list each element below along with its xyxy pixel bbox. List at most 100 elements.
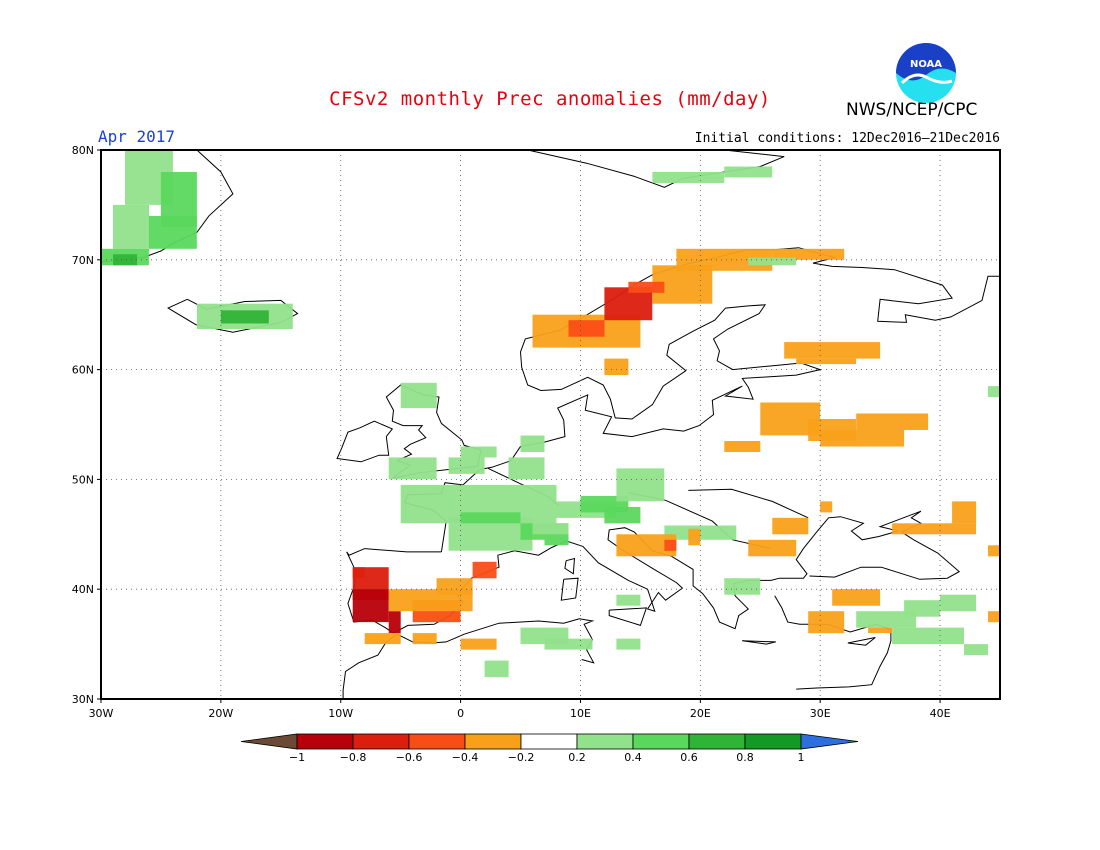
noaa-logo-icon: NOAA: [896, 43, 956, 103]
anomaly-cell: [868, 627, 893, 634]
anomaly-cell: [724, 578, 761, 595]
colorbar-segment: [576, 733, 634, 750]
anomaly-cell: [772, 517, 809, 535]
lon-tick-label: 20W: [208, 707, 233, 720]
anomaly-cell: [532, 523, 569, 535]
anomaly-cell: [892, 627, 964, 645]
anomaly-cell: [664, 525, 737, 540]
anomaly-cell: [904, 600, 941, 617]
colorbar-segment: [632, 733, 690, 750]
anomaly-cell: [472, 561, 497, 579]
anomaly-cell: [460, 512, 521, 524]
anomaly-cell: [616, 468, 665, 502]
colorbar-label: 0.6: [680, 751, 698, 764]
chart-title: CFSv2 monthly Prec anomalies (mm/day): [329, 88, 771, 110]
lat-tick-label: 60N: [72, 364, 94, 377]
anomaly-cell: [352, 589, 389, 623]
anomaly-cell: [628, 281, 665, 293]
colorbar-label: −0.4: [452, 751, 479, 764]
anomaly-cell: [484, 660, 509, 678]
anomaly-cell: [748, 257, 797, 266]
anomaly-cell: [508, 457, 545, 480]
lon-tick-label: 10E: [570, 707, 591, 720]
initial-conditions: Initial conditions: 12Dec2016–21Dec2016: [694, 131, 1000, 146]
anomaly-cell: [856, 611, 917, 628]
anomaly-cell: [808, 611, 845, 634]
colorbar-arrow-high: [800, 733, 859, 750]
anomaly-cell: [952, 501, 977, 524]
anomaly-cell: [604, 358, 629, 376]
lat-tick-label: 80N: [72, 144, 94, 157]
agency-label: NWS/NCEP/CPC: [846, 100, 978, 120]
anomaly-cell: [748, 539, 797, 557]
lon-tick-label: 30E: [810, 707, 831, 720]
anomaly-cell: [604, 506, 641, 524]
forecast-period: Apr 2017: [98, 127, 176, 146]
lat-tick-label: 70N: [72, 254, 94, 267]
svg-text:NOAA: NOAA: [910, 59, 942, 70]
anomaly-cell: [148, 215, 197, 249]
lon-tick-label: 20E: [690, 707, 711, 720]
colorbar-segment: [408, 733, 466, 750]
anomaly-cell: [892, 523, 976, 535]
anomaly-cell: [988, 386, 1000, 398]
anomaly-cell: [724, 441, 761, 452]
colorbar-segment: [352, 733, 410, 750]
anomaly-cell: [568, 320, 605, 337]
anomaly-cell: [436, 578, 473, 595]
anomaly-cell: [388, 611, 401, 634]
anomaly-cell: [568, 638, 593, 650]
colorbar-segment: [464, 733, 522, 750]
anomaly-cell: [964, 644, 988, 656]
colorbar-label: 0.2: [568, 751, 586, 764]
anomaly-cell: [412, 633, 437, 645]
lon-tick-label: 0: [457, 707, 464, 720]
colorbar: −1 −0.8 −0.6 −0.4 −0.2 0.2 0.4 0.6 0.8 1: [240, 733, 859, 764]
anomaly-cell: [652, 172, 725, 183]
anomaly-cell: [724, 166, 773, 178]
lat-tick-label: 40N: [72, 583, 94, 596]
colorbar-arrow-low: [240, 733, 298, 750]
map-frame: [100, 149, 1001, 700]
lon-tick-label: 30W: [89, 707, 114, 720]
anomaly-cell: [220, 310, 269, 324]
anomaly-cell: [113, 254, 137, 266]
anomaly-cell: [460, 638, 497, 650]
colorbar-label: −0.6: [396, 751, 423, 764]
colorbar-segment: [296, 733, 354, 750]
anomaly-cell: [664, 539, 677, 551]
anomaly-cell: [544, 638, 569, 650]
anomaly-cell: [688, 528, 701, 546]
axis-ticks: 30N 40N 50N 60N 70N 80N 30W 20W 10W 0 10E 20E 30E 40E: [72, 144, 951, 720]
anomaly-cell: [460, 446, 497, 458]
anomaly-cell: [400, 382, 437, 409]
colorbar-label: −0.8: [340, 751, 367, 764]
anomaly-cell: [616, 638, 641, 650]
anomaly-cell: [820, 430, 905, 447]
anomaly-cell: [616, 534, 677, 557]
anomaly-cells-layer: [101, 150, 1000, 678]
colorbar-label: −0.2: [508, 751, 535, 764]
colorbar-segment: [744, 733, 802, 750]
anomaly-cell: [772, 248, 845, 260]
colorbar-segment: [520, 733, 578, 750]
anomaly-cell: [856, 413, 929, 430]
anomaly-cell: [820, 501, 833, 513]
anomaly-cell: [364, 633, 401, 645]
colorbar-label: 0.4: [624, 751, 642, 764]
anomaly-cell: [388, 457, 437, 480]
colorbar-label: 0.8: [736, 751, 754, 764]
anomaly-cell: [988, 611, 1000, 623]
anomaly-cell: [113, 204, 149, 249]
anomaly-cell: [832, 589, 881, 606]
anomaly-cell: [616, 594, 641, 606]
colorbar-label: −1: [289, 751, 305, 764]
anomaly-cell: [520, 435, 545, 452]
anomaly-cell: [784, 342, 881, 359]
anomaly-cell: [988, 545, 1000, 557]
colorbar-label: 1: [798, 751, 805, 764]
lon-tick-label: 10W: [328, 707, 353, 720]
anomaly-cell: [448, 457, 485, 474]
lat-tick-label: 30N: [72, 693, 94, 706]
